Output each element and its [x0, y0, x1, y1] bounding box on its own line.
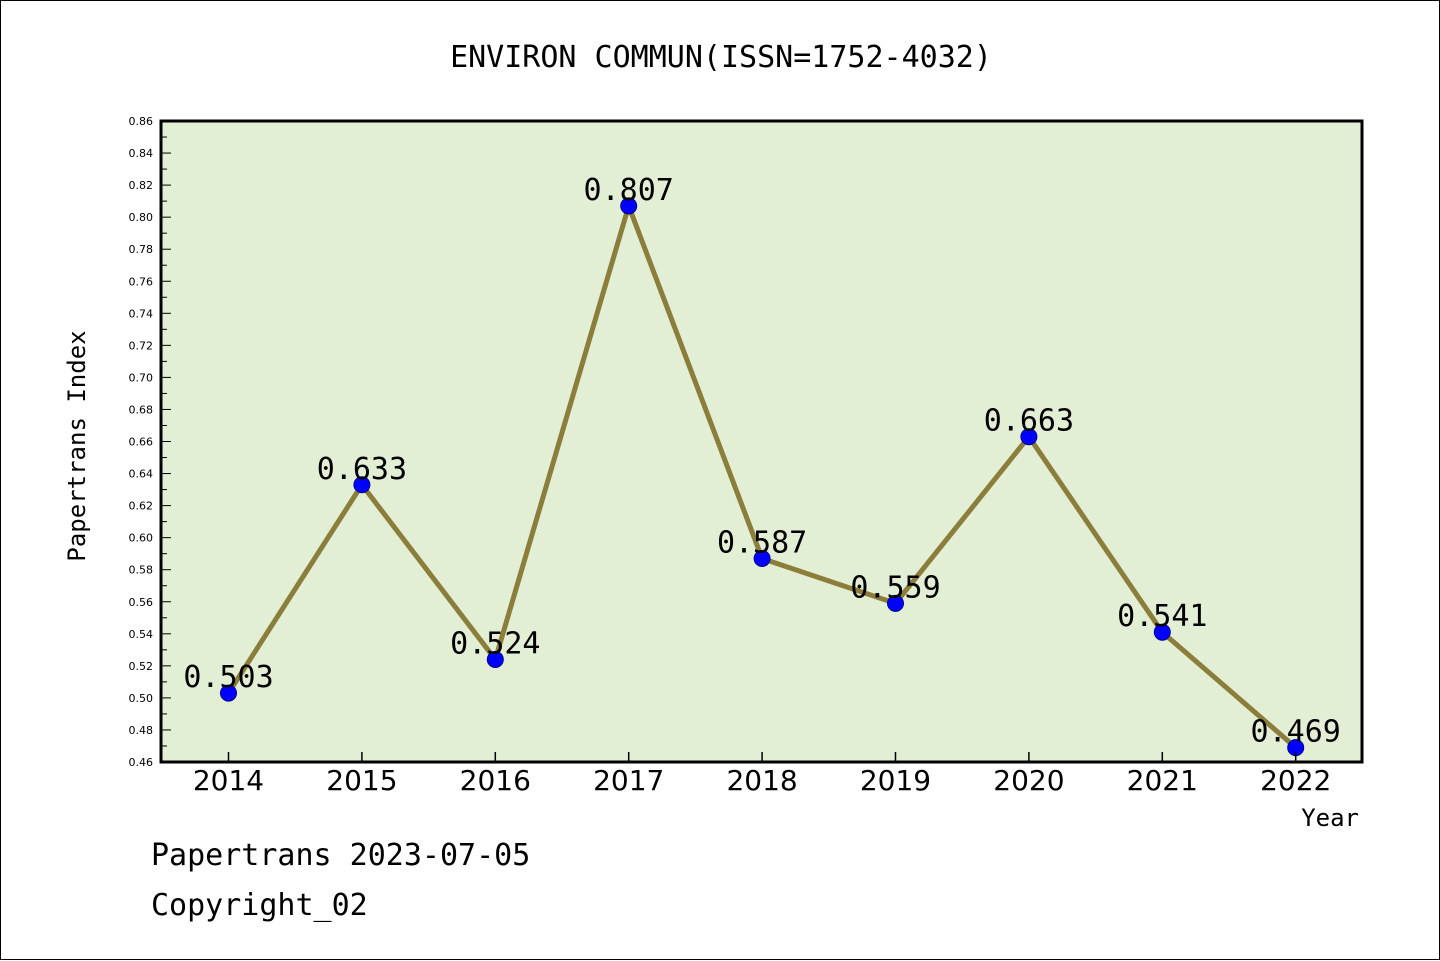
y-tick-label: 0.80	[129, 211, 154, 224]
x-tick-label: 2014	[193, 764, 264, 797]
data-point	[1020, 428, 1038, 446]
data-value-label: 0.807	[584, 173, 674, 208]
y-tick-label: 0.58	[129, 564, 154, 577]
y-tick-label: 0.72	[129, 339, 154, 352]
x-tick-label: 2016	[460, 764, 531, 797]
data-value-label: 0.633	[317, 452, 407, 487]
y-tick-label: 0.84	[129, 147, 154, 160]
footer-copyright-text: Copyright_02	[151, 888, 368, 923]
x-tick-label: 2020	[993, 764, 1064, 797]
data-value-label: 0.587	[717, 525, 807, 560]
x-tick-label: 2021	[1127, 764, 1198, 797]
data-point	[1153, 623, 1171, 641]
x-tick-label: 2019	[860, 764, 931, 797]
y-tick-label: 0.86	[129, 115, 154, 128]
y-tick-label: 0.56	[129, 596, 154, 609]
y-tick-label: 0.68	[129, 403, 154, 416]
data-point	[353, 476, 371, 494]
data-value-label: 0.559	[850, 570, 940, 605]
x-tick-label: 2017	[593, 764, 664, 797]
data-point	[486, 650, 504, 668]
y-tick-label: 0.70	[129, 371, 154, 384]
data-value-label: 0.663	[984, 404, 1074, 439]
y-tick-label: 0.76	[129, 275, 154, 288]
x-axis-label: Year	[1301, 804, 1359, 832]
y-tick-label: 0.64	[129, 468, 154, 481]
data-value-label: 0.524	[450, 626, 540, 661]
y-tick-label: 0.66	[129, 436, 154, 449]
series-markers	[220, 197, 1305, 757]
y-tick-label: 0.50	[129, 692, 154, 705]
y-axis-ticks: 0.46 0.48 0.50 0.52 0.54 0.56 0.58 0.60 0.62 0.64…	[129, 115, 171, 769]
data-labels: 0.503 0.633 0.524 0.807 0.587 0.559 0.663 0.541…	[183, 173, 1341, 750]
footer-date-text: Papertrans 2023-07-05	[151, 838, 530, 873]
data-point	[887, 594, 904, 612]
y-tick-label: 0.48	[129, 724, 154, 737]
data-point	[220, 684, 237, 702]
x-tick-label: 2018	[726, 764, 797, 797]
data-point	[753, 549, 771, 567]
x-axis-ticks: 2014 2015 2016 2017 2018 2019 2020 2021 2022	[193, 752, 1331, 797]
x-tick-label: 2022	[1260, 764, 1331, 797]
y-tick-label: 0.52	[129, 660, 154, 673]
y-tick-label: 0.46	[129, 756, 154, 769]
y-tick-label: 0.60	[129, 532, 154, 545]
y-tick-label: 0.78	[129, 243, 154, 256]
y-tick-label: 0.82	[129, 179, 154, 192]
y-tick-label: 0.54	[129, 628, 154, 641]
y-axis-label: Papertrans Index	[63, 330, 91, 561]
plot-area	[159, 119, 1364, 764]
chart-title: ENVIRON COMMUN(ISSN=1752-4032)	[450, 40, 992, 75]
x-tick-label: 2015	[326, 764, 397, 797]
data-value-label: 0.541	[1117, 599, 1207, 634]
y-tick-label: 0.74	[129, 307, 154, 320]
y-tick-label: 0.62	[129, 500, 154, 513]
data-value-label: 0.503	[183, 660, 273, 695]
data-value-label: 0.469	[1251, 715, 1341, 750]
data-point	[620, 197, 638, 215]
